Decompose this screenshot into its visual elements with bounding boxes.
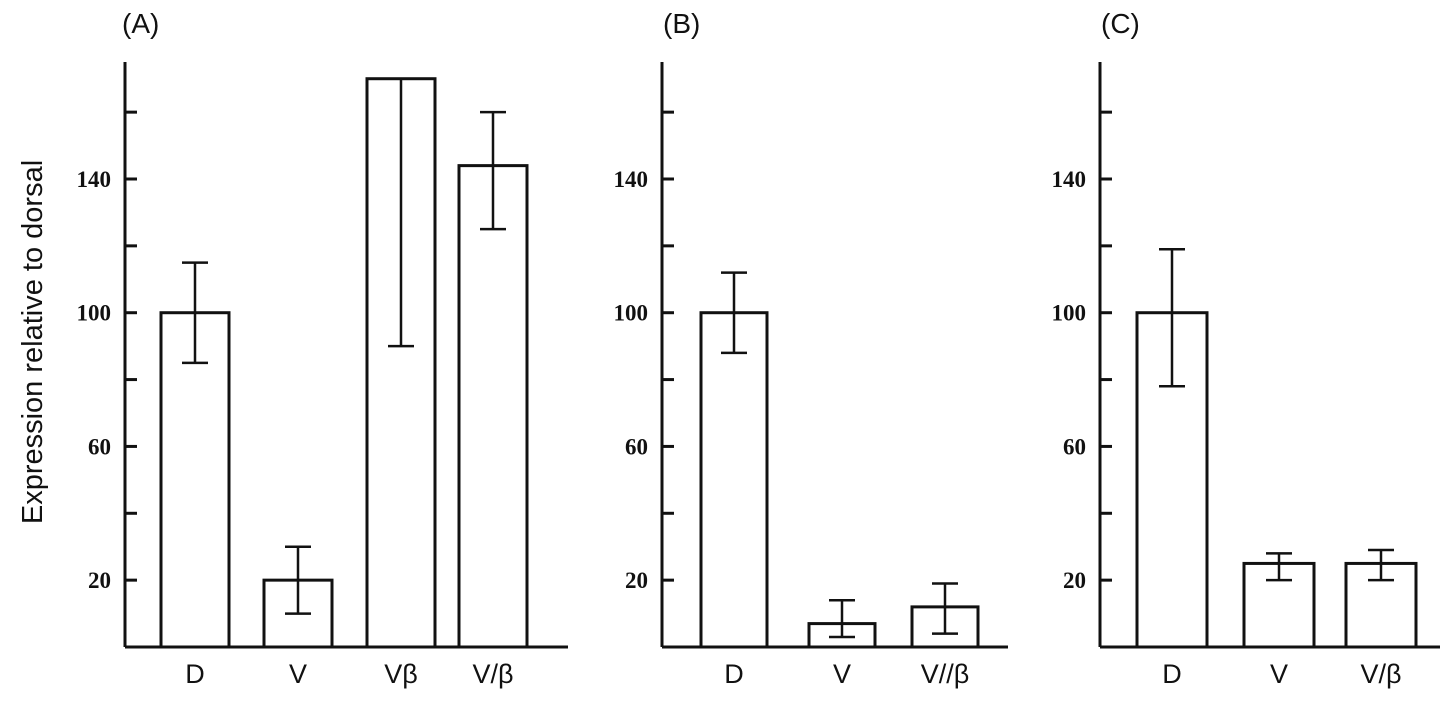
y-tick-label: 20	[88, 568, 111, 593]
y-tick-label: 100	[1052, 301, 1087, 326]
y-tick-label: 140	[77, 167, 112, 192]
category-label: V	[289, 659, 307, 689]
bar	[365, 77, 437, 649]
y-tick-label: 100	[77, 301, 112, 326]
y-tick-label: 60	[625, 434, 648, 459]
category-label: Vβ	[384, 659, 418, 689]
category-label: V/β	[1360, 659, 1401, 689]
panel-label: (B)	[663, 8, 700, 39]
category-label: D	[185, 659, 205, 689]
y-tick-label: 140	[1052, 167, 1087, 192]
y-tick-label: 60	[88, 434, 111, 459]
category-label: D	[724, 659, 744, 689]
panel-1: (A) 20 60 100 140 D V Vβ V/β	[77, 8, 568, 689]
y-tick-label: 140	[614, 167, 649, 192]
y-tick-label: 20	[625, 568, 648, 593]
panel-label: (A)	[122, 8, 159, 39]
panel-3: (C) 20 60 100 140 D V V/β	[1052, 8, 1440, 689]
category-label: D	[1162, 659, 1182, 689]
y-tick-label: 20	[1063, 568, 1086, 593]
y-tick-label: 60	[1063, 434, 1086, 459]
category-label: V/β	[472, 659, 513, 689]
category-label: V	[833, 659, 851, 689]
bar	[699, 311, 769, 649]
panel-label: (C)	[1101, 8, 1140, 39]
y-tick-label: 100	[614, 301, 649, 326]
panel-2: (B) 20 60 100 140 D V V//β	[614, 8, 1008, 689]
y-axis-label: Expression relative to dorsal	[17, 160, 49, 524]
category-label: V	[1270, 659, 1288, 689]
category-label: V//β	[921, 659, 970, 689]
bar	[457, 164, 529, 649]
